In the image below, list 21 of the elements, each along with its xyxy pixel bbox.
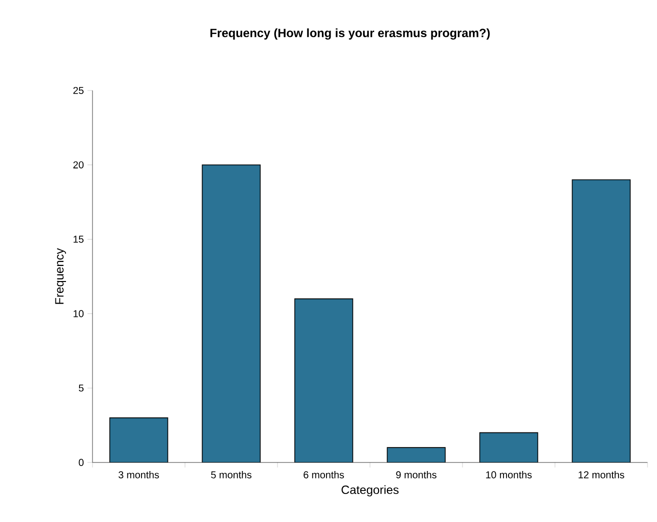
bar: [479, 432, 538, 462]
x-tick-label: 10 months: [486, 471, 532, 478]
x-tick-label: 5 months: [211, 471, 252, 478]
y-tick-label: 15: [74, 236, 84, 243]
x-tick-label: 9 months: [396, 471, 436, 478]
bar: [202, 164, 261, 462]
y-tick-label: 25: [73, 86, 84, 94]
bar: [109, 417, 168, 462]
x-tick-label: 6 months: [304, 471, 344, 478]
y-tick-label: 20: [73, 161, 84, 168]
y-tick-label: 5: [78, 384, 84, 392]
bar: [572, 179, 631, 462]
chart-title: Frequency (How long is your erasmus program?): [210, 28, 490, 40]
y-tick-label: 10: [74, 310, 84, 318]
x-tick-label: 3 months: [118, 471, 159, 478]
x-tick-label: 12 months: [578, 471, 624, 478]
y-axis-title: Frequency: [55, 248, 66, 304]
y-tick-label: 0: [78, 458, 84, 466]
x-axis-title: Categories: [342, 485, 399, 496]
bar: [386, 447, 446, 462]
bar: [294, 298, 354, 462]
